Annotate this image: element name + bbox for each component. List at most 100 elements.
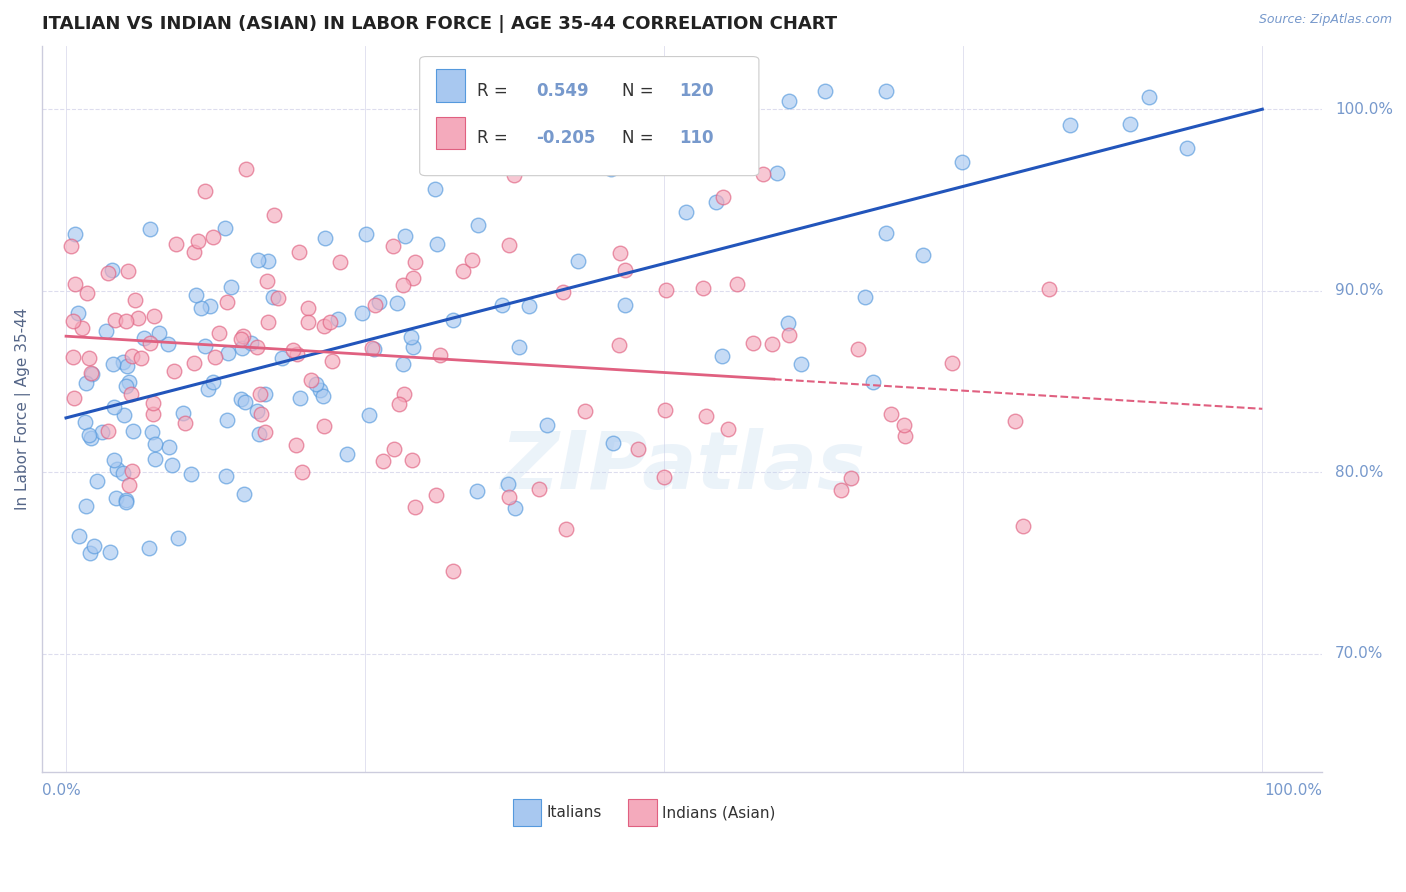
- Point: [214, 221, 236, 235]
- Point: [72, 320, 94, 334]
- Point: [467, 484, 489, 499]
- Point: [862, 375, 884, 389]
- Point: [160, 458, 183, 472]
- Point: [401, 452, 423, 467]
- Point: [215, 412, 238, 426]
- Point: [941, 356, 963, 370]
- Point: [204, 351, 226, 365]
- Point: [725, 277, 748, 291]
- Point: [461, 252, 484, 267]
- Text: Source: ZipAtlas.com: Source: ZipAtlas.com: [1258, 13, 1392, 27]
- Point: [404, 254, 426, 268]
- Point: [67, 306, 90, 320]
- Point: [112, 355, 135, 369]
- Point: [101, 357, 124, 371]
- Point: [97, 424, 120, 438]
- Point: [641, 134, 664, 148]
- Point: [232, 329, 254, 343]
- Point: [778, 328, 800, 343]
- Text: 100.0%: 100.0%: [1334, 102, 1393, 117]
- Point: [711, 349, 734, 363]
- Point: [229, 332, 252, 346]
- Point: [134, 331, 156, 345]
- Point: [111, 467, 134, 481]
- Point: [388, 397, 411, 411]
- Point: [508, 340, 530, 354]
- Point: [221, 280, 243, 294]
- Text: Italians: Italians: [547, 805, 602, 820]
- FancyBboxPatch shape: [628, 799, 657, 827]
- Point: [467, 218, 489, 232]
- Point: [326, 312, 349, 326]
- Point: [360, 342, 382, 356]
- Text: R =: R =: [477, 129, 508, 147]
- Text: 120: 120: [679, 82, 714, 100]
- Point: [94, 324, 117, 338]
- Point: [254, 387, 277, 401]
- Point: [1137, 89, 1160, 103]
- Point: [101, 263, 124, 277]
- Point: [357, 408, 380, 422]
- Point: [174, 416, 197, 430]
- Point: [373, 454, 395, 468]
- Point: [96, 266, 118, 280]
- Point: [321, 354, 343, 368]
- Point: [363, 343, 385, 357]
- Point: [425, 488, 447, 502]
- Point: [142, 310, 165, 324]
- Point: [443, 312, 465, 326]
- Point: [429, 348, 451, 362]
- Point: [124, 293, 146, 307]
- Point: [364, 298, 387, 312]
- Point: [267, 291, 290, 305]
- Point: [257, 253, 280, 268]
- Point: [761, 337, 783, 351]
- Point: [1011, 518, 1033, 533]
- Point: [846, 342, 869, 356]
- Point: [77, 351, 100, 365]
- Point: [163, 364, 186, 378]
- Point: [271, 351, 294, 365]
- Point: [167, 531, 190, 545]
- Point: [103, 453, 125, 467]
- Point: [257, 315, 280, 329]
- Point: [711, 190, 734, 204]
- Point: [304, 377, 326, 392]
- Point: [880, 407, 903, 421]
- Point: [423, 182, 446, 196]
- Point: [288, 245, 311, 260]
- Point: [392, 278, 415, 293]
- Point: [194, 339, 217, 353]
- Point: [894, 429, 917, 443]
- Point: [283, 343, 305, 357]
- Point: [399, 330, 422, 344]
- Point: [695, 409, 717, 423]
- Point: [285, 437, 308, 451]
- Point: [404, 500, 426, 514]
- Point: [104, 312, 127, 326]
- Point: [142, 396, 165, 410]
- Point: [246, 253, 269, 268]
- Point: [142, 407, 165, 421]
- Point: [599, 162, 621, 177]
- Point: [233, 395, 256, 409]
- Point: [426, 236, 449, 251]
- Point: [502, 168, 524, 182]
- Point: [536, 418, 558, 433]
- Point: [165, 237, 187, 252]
- Point: [117, 478, 139, 492]
- Point: [247, 426, 270, 441]
- Text: 0.549: 0.549: [536, 82, 589, 100]
- Point: [83, 539, 105, 553]
- Point: [82, 368, 104, 382]
- Y-axis label: In Labor Force | Age 35-44: In Labor Force | Age 35-44: [15, 308, 31, 510]
- Point: [368, 295, 391, 310]
- FancyBboxPatch shape: [513, 799, 541, 827]
- FancyBboxPatch shape: [420, 56, 759, 176]
- Point: [148, 326, 170, 340]
- Point: [256, 274, 278, 288]
- Point: [675, 205, 697, 219]
- Point: [893, 418, 915, 433]
- Point: [63, 392, 86, 406]
- Point: [299, 373, 322, 387]
